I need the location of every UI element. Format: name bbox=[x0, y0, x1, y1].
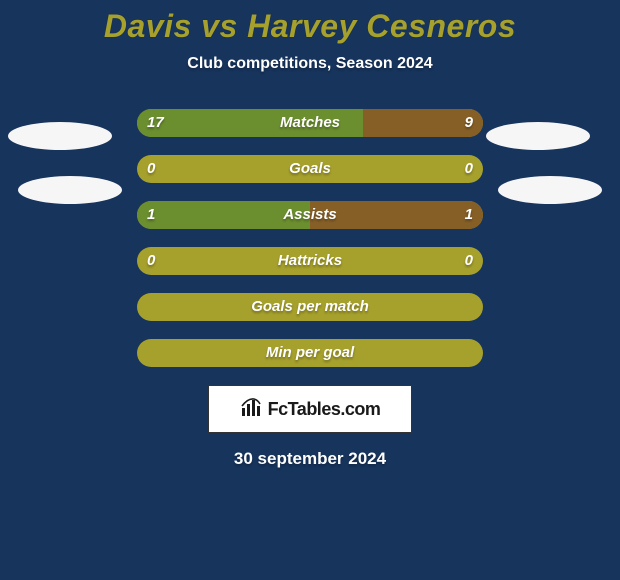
subtitle: Club competitions, Season 2024 bbox=[0, 55, 620, 73]
bar-label: Min per goal bbox=[137, 339, 483, 367]
comparison-infographic: Davis vs Harvey Cesneros Club competitio… bbox=[0, 0, 620, 580]
avatar-oval bbox=[8, 122, 112, 150]
stat-bar-row: 11Assists bbox=[137, 201, 483, 229]
logo-box: FcTables.com bbox=[208, 385, 412, 433]
bar-label: Matches bbox=[137, 109, 483, 137]
bar-label: Hattricks bbox=[137, 247, 483, 275]
logo-text: FcTables.com bbox=[268, 399, 381, 420]
date-text: 30 september 2024 bbox=[0, 449, 620, 469]
stat-bar-row: 179Matches bbox=[137, 109, 483, 137]
avatar-oval bbox=[18, 176, 122, 204]
stat-bar-row: Min per goal bbox=[137, 339, 483, 367]
page-title: Davis vs Harvey Cesneros bbox=[0, 8, 620, 45]
bar-label: Goals per match bbox=[137, 293, 483, 321]
chart-icon bbox=[240, 396, 262, 423]
stat-bar-row: 00Goals bbox=[137, 155, 483, 183]
stat-bar-row: Goals per match bbox=[137, 293, 483, 321]
bar-label: Assists bbox=[137, 201, 483, 229]
stat-bar-row: 00Hattricks bbox=[137, 247, 483, 275]
avatar-oval bbox=[498, 176, 602, 204]
bar-label: Goals bbox=[137, 155, 483, 183]
avatar-oval bbox=[486, 122, 590, 150]
